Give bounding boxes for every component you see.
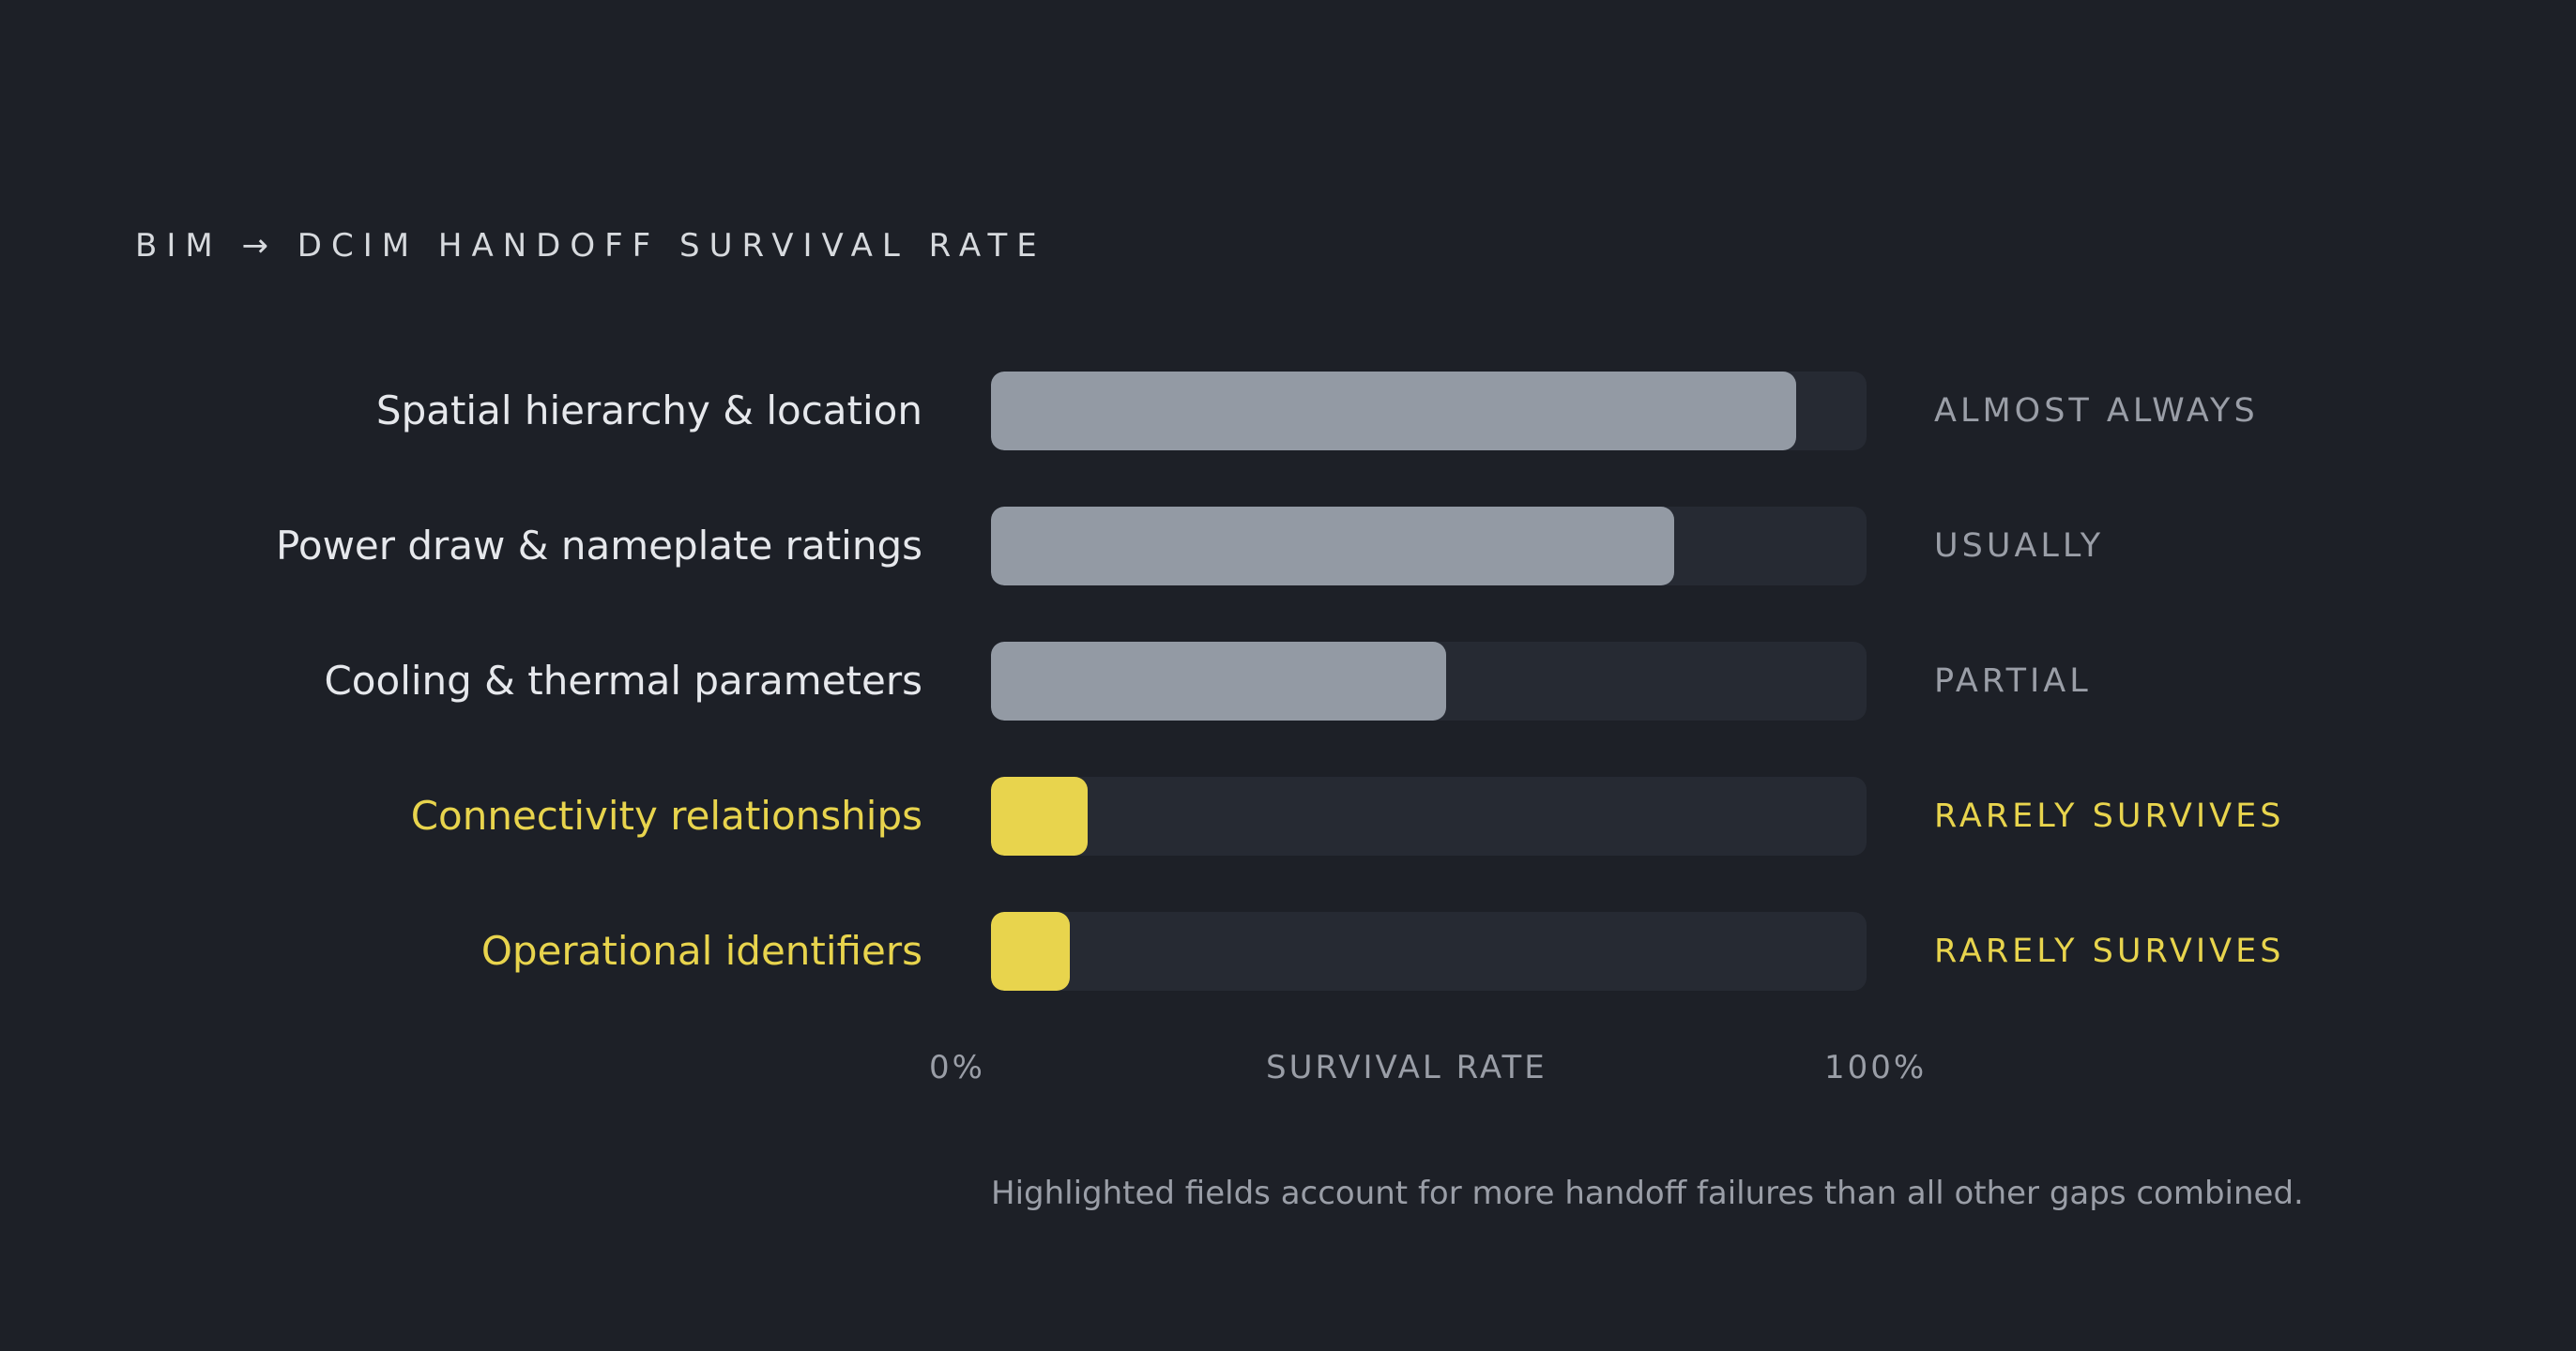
bar-cooling-thermal-parameters: [991, 642, 1447, 721]
bar-operational-identifiers: [991, 912, 1070, 991]
status-label-power-draw-nameplate-ratings: USUALLY: [1934, 527, 2105, 565]
row-label-spatial-hierarchy-location: Spatial hierarchy & location: [375, 387, 922, 433]
status-label-operational-identifiers: RARELY SURVIVES: [1934, 933, 2285, 970]
status-label-spatial-hierarchy-location: ALMOST ALWAYS: [1934, 392, 2259, 430]
bar-track-spatial-hierarchy-location: [991, 372, 1867, 450]
bar-track-connectivity-relationships: [991, 777, 1867, 856]
axis-tick-max: 100%: [1824, 1049, 1928, 1086]
x-axis-label: SURVIVAL RATE: [1266, 1049, 1547, 1086]
bar-track-cooling-thermal-parameters: [991, 642, 1867, 721]
axis-tick-min: 0%: [929, 1049, 985, 1086]
status-label-connectivity-relationships: RARELY SURVIVES: [1934, 797, 2285, 835]
bar-track-power-draw-nameplate-ratings: [991, 507, 1867, 585]
bar-spatial-hierarchy-location: [991, 372, 1797, 450]
bar-track-operational-identifiers: [991, 912, 1867, 991]
bar-connectivity-relationships: [991, 777, 1088, 856]
bar-power-draw-nameplate-ratings: [991, 507, 1674, 585]
row-label-connectivity-relationships: Connectivity relationships: [410, 793, 922, 839]
row-label-cooling-thermal-parameters: Cooling & thermal parameters: [324, 658, 922, 704]
row-label-operational-identifiers: Operational identifiers: [480, 928, 922, 974]
status-label-cooling-thermal-parameters: PARTIAL: [1934, 662, 2092, 700]
chart-title: BIM → DCIM HANDOFF SURVIVAL RATE: [135, 227, 1046, 265]
footnote: Highlighted fields account for more hand…: [991, 1175, 2304, 1212]
row-label-power-draw-nameplate-ratings: Power draw & nameplate ratings: [276, 523, 922, 569]
